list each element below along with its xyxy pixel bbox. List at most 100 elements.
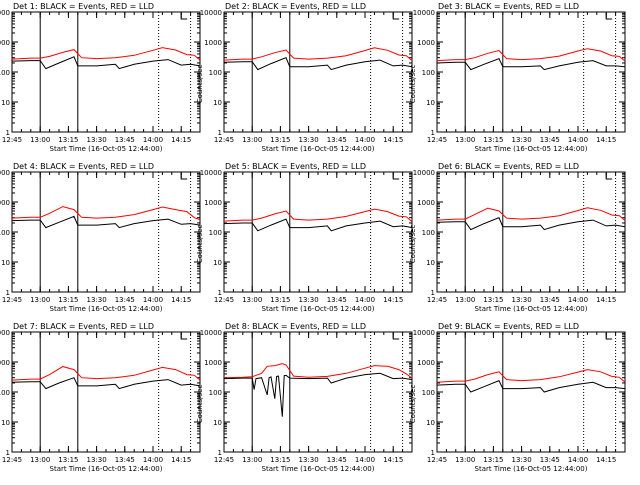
y-tick-label: 1000: [417, 359, 435, 367]
x-tick-label: 12:45: [2, 456, 22, 464]
x-tick-label: 13:30: [87, 456, 107, 464]
y-tick-label: 1: [431, 289, 435, 297]
detector-panel-5: Det 5: BLACK = Events, RED = LLD 1 10 100 10…: [196, 162, 413, 313]
series-line-lld: [223, 208, 413, 223]
y-tick-label: 10000: [0, 9, 10, 17]
series-line-events: [436, 57, 626, 71]
bracket-mark: [605, 13, 613, 20]
x-tick-label: 13:15: [270, 296, 290, 304]
y-axis-label: Counts/sec: [196, 385, 204, 424]
y-tick-label: 10000: [200, 9, 222, 17]
series-line-events: [223, 218, 413, 232]
y-tick-label: 100: [0, 69, 10, 77]
series-line-events: [223, 372, 413, 417]
x-tick-label: 12:45: [214, 296, 234, 304]
x-tick-label: 13:00: [242, 456, 262, 464]
x-tick-label: 13:45: [327, 456, 347, 464]
y-tick-label: 1: [218, 449, 222, 457]
x-tick-label: 13:45: [540, 456, 560, 464]
x-tick-label: 14:00: [355, 296, 375, 304]
panel-title: Det 9: BLACK = Events, RED = LLD: [438, 322, 579, 331]
series-line-lld: [436, 369, 626, 383]
y-tick-label: 10: [426, 419, 435, 427]
y-tick-label: 1: [431, 449, 435, 457]
y-tick-label: 10000: [0, 329, 10, 337]
y-tick-label: 1000: [204, 199, 222, 207]
y-tick-label: 10: [1, 99, 10, 107]
y-tick-label: 1: [6, 129, 10, 137]
x-axis-label: Start Time (16-Oct-05 12:44:00): [475, 305, 588, 313]
x-axis-label: Start Time (16-Oct-05 12:44:00): [262, 465, 375, 473]
y-tick-label: 10: [213, 419, 222, 427]
detector-panel-2: Det 2: BLACK = Events, RED = LLD 1 10 100 10…: [196, 2, 413, 153]
bracket-mark: [605, 333, 613, 340]
y-tick-label: 10: [426, 99, 435, 107]
y-tick-label: 1000: [204, 39, 222, 47]
x-tick-label: 12:45: [214, 136, 234, 144]
x-tick-label: 14:00: [143, 136, 163, 144]
y-tick-label: 10000: [200, 169, 222, 177]
x-axis-label: Start Time (16-Oct-05 12:44:00): [262, 305, 375, 313]
x-tick-label: 14:00: [568, 296, 588, 304]
x-tick-label: 14:15: [383, 136, 403, 144]
y-tick-label: 10000: [413, 169, 435, 177]
x-axis-label: Start Time (16-Oct-05 12:44:00): [262, 145, 375, 153]
series-line-lld: [436, 48, 626, 62]
y-tick-label: 1000: [417, 199, 435, 207]
x-tick-label: 14:15: [383, 296, 403, 304]
y-axis-label: Counts/sec: [196, 65, 204, 104]
panel-title: Det 7: BLACK = Events, RED = LLD: [13, 322, 154, 331]
x-tick-label: 13:00: [455, 456, 475, 464]
detector-panel-3: Det 3: BLACK = Events, RED = LLD 1 10 100 10…: [409, 2, 626, 153]
panel-title: Det 6: BLACK = Events, RED = LLD: [438, 162, 579, 171]
series-line-events: [223, 57, 413, 71]
x-tick-label: 13:00: [30, 296, 50, 304]
y-tick-label: 100: [422, 229, 435, 237]
series-line-lld: [11, 206, 201, 221]
detector-panel-9: Det 9: BLACK = Events, RED = LLD 1 10 100 10…: [409, 322, 626, 473]
y-axis-label: Counts/sec: [409, 65, 417, 104]
bracket-mark: [180, 173, 188, 180]
panel-title: Det 3: BLACK = Events, RED = LLD: [438, 2, 579, 11]
y-tick-label: 100: [209, 229, 222, 237]
y-tick-label: 1000: [0, 39, 10, 47]
x-tick-label: 13:30: [299, 296, 319, 304]
bracket-mark: [392, 173, 400, 180]
bracket-mark: [605, 173, 613, 180]
x-tick-label: 13:30: [299, 456, 319, 464]
series-line-events: [11, 215, 201, 229]
x-tick-label: 14:15: [383, 456, 403, 464]
y-tick-label: 10: [1, 419, 10, 427]
y-tick-label: 10000: [413, 9, 435, 17]
series-line-events: [436, 217, 626, 231]
x-tick-label: 13:45: [540, 296, 560, 304]
bracket-mark: [180, 333, 188, 340]
x-tick-label: 12:45: [214, 456, 234, 464]
x-axis-label: Start Time (16-Oct-05 12:44:00): [50, 465, 163, 473]
x-tick-label: 13:15: [58, 456, 78, 464]
panel-title: Det 5: BLACK = Events, RED = LLD: [225, 162, 366, 171]
y-tick-label: 1000: [0, 199, 10, 207]
x-tick-label: 13:15: [483, 136, 503, 144]
y-tick-label: 100: [422, 69, 435, 77]
series-line-lld: [11, 366, 201, 381]
y-axis-label: Counts/sec: [409, 225, 417, 264]
x-tick-label: 14:00: [143, 296, 163, 304]
x-tick-label: 14:00: [143, 456, 163, 464]
x-tick-label: 13:00: [242, 136, 262, 144]
y-tick-label: 10: [1, 259, 10, 267]
detector-panel-8: Det 8: BLACK = Events, RED = LLD 1 10 100 10…: [196, 322, 413, 473]
x-axis-label: Start Time (16-Oct-05 12:44:00): [475, 465, 588, 473]
y-tick-label: 10: [426, 259, 435, 267]
y-tick-label: 10000: [0, 169, 10, 177]
x-tick-label: 13:30: [87, 296, 107, 304]
x-tick-label: 13:45: [540, 136, 560, 144]
x-tick-label: 12:45: [427, 296, 447, 304]
x-tick-label: 13:15: [483, 456, 503, 464]
series-line-events: [11, 377, 201, 390]
detector-panel-7: Det 7: BLACK = Events, RED = LLD 1 10 100 10…: [0, 322, 201, 473]
series-line-lld: [223, 47, 413, 61]
x-tick-label: 13:45: [115, 136, 135, 144]
x-tick-label: 14:15: [596, 296, 616, 304]
